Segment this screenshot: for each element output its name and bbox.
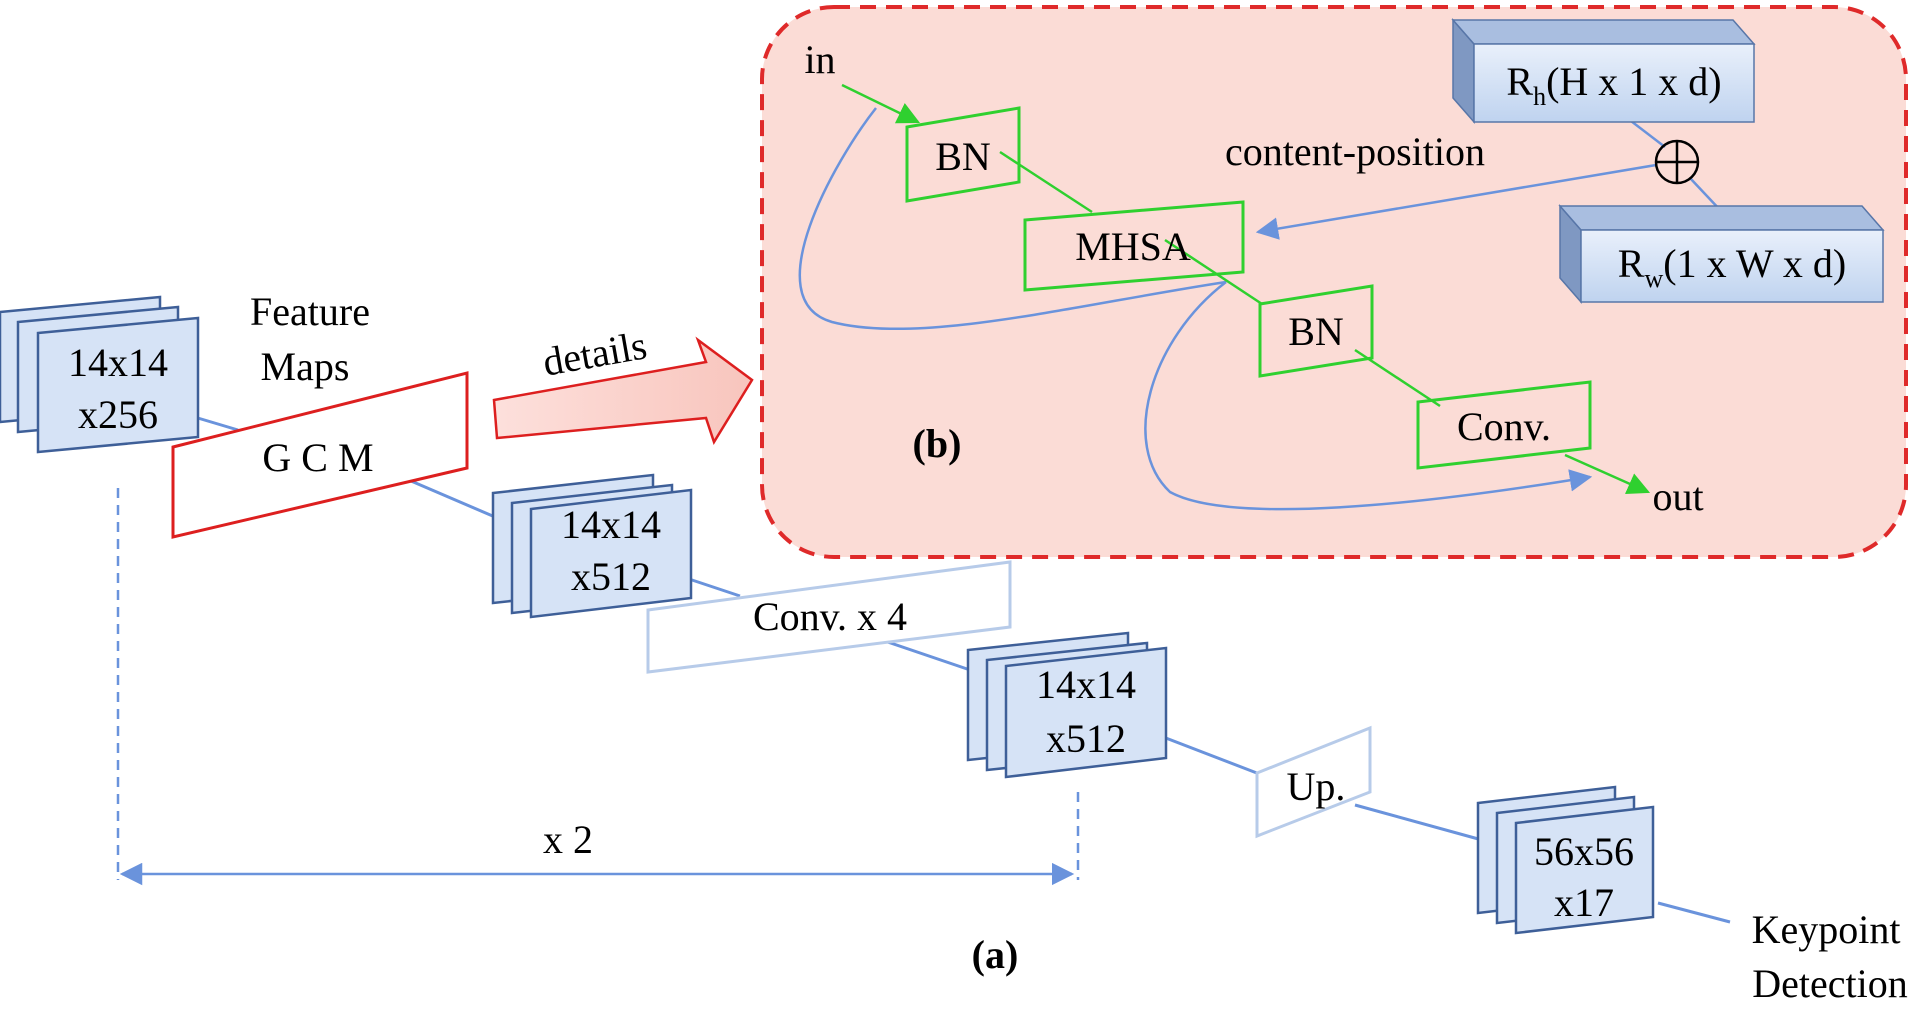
conv-block: Conv. x 4 [646,560,1012,674]
residual-curve-2 [1144,281,1593,511]
stack-output: 56x56 x17 [1476,785,1655,935]
rw-box-top [1558,205,1885,231]
mhsa-shape [1023,200,1245,292]
feature-maps-label: Feature Maps [250,289,370,389]
out-label: out [1652,474,1703,519]
stack-conv-output: 14x14 x512 [966,631,1168,779]
bn2-shape [1258,284,1374,378]
rw-label: Rw(1 x W x d) [1618,241,1846,293]
in-arrow [841,83,921,124]
panel-b [760,5,1908,559]
stack-gcm-output-line1: 14x14 [561,502,661,547]
stack-input-layers [0,295,200,454]
conv-shape [646,560,1012,674]
stack-input-line2: x256 [78,392,158,437]
stack-output-line1: 56x56 [1534,829,1634,874]
rh-box: Rh(H x 1 x d) [1451,18,1756,124]
conv-label: Conv. x 4 [753,594,907,639]
stack-conv-output-line1: 14x14 [1036,662,1136,707]
mhsa-label: MHSA [1075,224,1191,269]
conv-b-shape [1416,380,1592,470]
rw-box-front [1580,229,1884,303]
gcm-label: G C M [262,435,373,480]
gcm-shape [171,371,469,539]
stack-gcm-output: 14x14 x512 [491,473,693,619]
content-position-label: content-position [1225,129,1485,174]
connector-up-output [1354,803,1483,842]
keypoint-line1: Keypoint [1752,907,1901,952]
out-arrow [1564,453,1651,495]
rw-box: Rw(1 x W x d) [1558,204,1885,304]
bn1-mhsa-link [999,150,1093,214]
plus-symbol [1654,139,1700,185]
stack-conv-output-line2: x512 [1046,716,1126,761]
stack-output-line2: x17 [1554,880,1614,925]
stack-conv-output-layers [966,631,1168,779]
gcm-block: G C M [171,371,469,539]
stack-output-layers [1476,785,1655,935]
stack-gcm-output-line2: x512 [571,554,651,599]
content-position-arrow [1255,163,1657,240]
feature-maps-line1: Feature [250,289,370,334]
panel-b-background [760,5,1908,559]
feature-maps-line2: Maps [261,344,350,389]
in-label: in [804,37,835,82]
stack-input: 14x14 x256 [0,295,200,454]
rh-box-top [1451,19,1756,45]
panel-a-connectors [116,411,1731,924]
up-shape [1255,725,1372,839]
details-arrow-shape [492,336,754,445]
repeat-label: x 2 [543,817,593,862]
keypoint-label: Keypoint Detection [1752,907,1908,1006]
panel-b-label: (b) [913,421,962,466]
keypoint-line2: Detection [1752,961,1908,1006]
rh-box-front [1473,43,1755,123]
panel-a-label: (a) [972,932,1019,977]
conv-b-block: Conv. [1416,380,1592,470]
stack-gcm-output-layers [491,473,693,619]
rh-label: Rh(H x 1 x d) [1506,59,1721,111]
up-block: Up. [1255,725,1372,839]
mhsa-block: MHSA [1023,200,1245,292]
bn2-label: BN [1288,309,1344,354]
connector-stack3-up [1157,733,1263,777]
residual-curve-1 [798,107,1227,331]
stack-input-line1: 14x14 [68,340,168,385]
bn2-block: BN [1258,284,1374,378]
details-arrow: details [492,322,754,445]
bn1-label: BN [935,134,991,179]
conv-b-label: Conv. [1457,404,1551,449]
mhsa-bn2-link [1164,238,1263,306]
up-label: Up. [1287,764,1346,809]
bn1-block: BN [905,106,1021,203]
bn1-shape [905,106,1021,203]
connector-output-keypoint [1657,901,1731,924]
